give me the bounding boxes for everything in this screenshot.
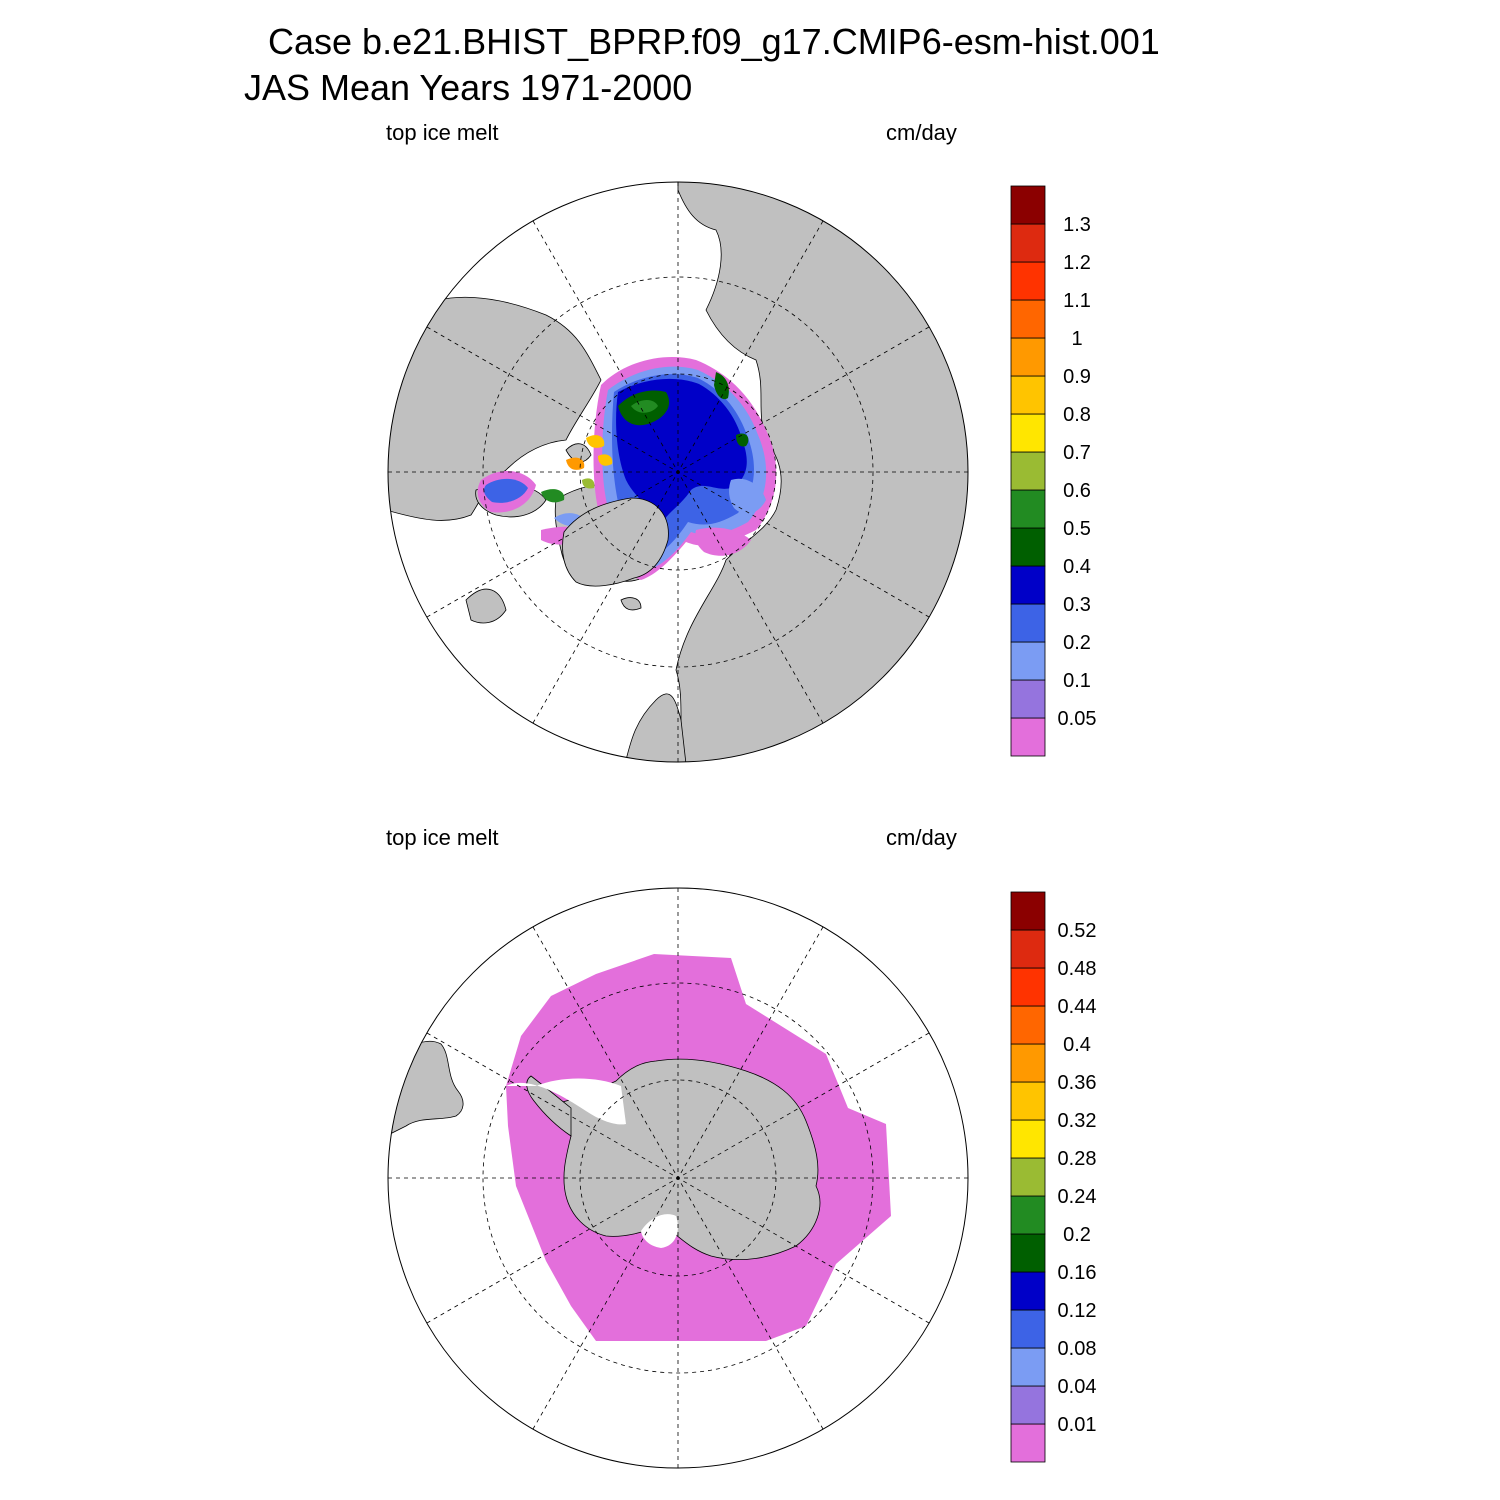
north-colorbar-box (1010, 261, 1046, 301)
greenland-landmass (562, 497, 669, 587)
south-colorbar-box (1010, 1271, 1046, 1311)
north-colorbar-tick-label: 1 (1071, 328, 1082, 350)
north-colorbar-box (1010, 527, 1046, 567)
south-colorbar-box (1010, 967, 1046, 1007)
south-colorbar-tick-label: 0.36 (1058, 1072, 1097, 1094)
map-border (387, 887, 969, 1469)
north-colorbar-box (1010, 451, 1046, 491)
north-colorbar-box (1010, 375, 1046, 415)
north-colorbar-tick-label: 1.2 (1063, 252, 1091, 274)
south-colorbar-box (1010, 1043, 1046, 1083)
graticule (388, 888, 968, 1468)
south-colorbar-tick-label: 0.04 (1058, 1376, 1097, 1398)
south-colorbar-tick-label: 0.08 (1058, 1338, 1097, 1360)
south-colorbar-box (1010, 1385, 1046, 1425)
north-colorbar-tick-label: 0.4 (1063, 556, 1091, 578)
antarctic-polar-map (387, 887, 969, 1469)
north-colorbar-box (1010, 337, 1046, 377)
north-colorbar-box (1010, 489, 1046, 529)
north-colorbar-box (1010, 603, 1046, 643)
north-colorbar-box (1010, 679, 1046, 719)
north-colorbar-box (1010, 299, 1046, 339)
north-colorbar-tick-label: 0.3 (1063, 594, 1091, 616)
north-colorbar-box (1010, 565, 1046, 605)
graticule (388, 182, 968, 762)
north-colorbar-tick-label: 0.7 (1063, 442, 1091, 464)
south-colorbar-tick-label: 0.44 (1058, 996, 1097, 1018)
south-colorbar-box (1010, 1119, 1046, 1159)
north-colorbar-box (1010, 185, 1046, 225)
north-colorbar-tick-label: 0.05 (1058, 708, 1097, 730)
south-colorbar-box (1010, 1423, 1046, 1463)
south-colorbar: 0.01 0.04 0.08 0.12 0.16 0.2 0.24 0.28 0.32 0.36 0… (1010, 891, 1097, 1463)
south-colorbar-box (1010, 1347, 1046, 1387)
south-colorbar-box (1010, 1157, 1046, 1197)
south-colorbar-box (1010, 1195, 1046, 1235)
south-colorbar-tick-label: 0.2 (1063, 1224, 1091, 1246)
south-colorbar-box (1010, 1005, 1046, 1045)
north-panel-units-label: cm/day (886, 120, 957, 145)
north-colorbar-tick-label: 0.5 (1063, 518, 1091, 540)
north-colorbar-tick-label: 1.1 (1063, 290, 1091, 312)
south-colorbar-box (1010, 929, 1046, 969)
south-colorbar-tick-label: 0.24 (1058, 1186, 1097, 1208)
north-colorbar-tick-label: 0.9 (1063, 366, 1091, 388)
south-panel-units-label: cm/day (886, 825, 957, 850)
north-colorbar-box (1010, 413, 1046, 453)
north-colorbar-box (1010, 717, 1046, 757)
north-colorbar-tick-label: 1.3 (1063, 214, 1091, 236)
north-colorbar-tick-label: 0.1 (1063, 670, 1091, 692)
south-colorbar-tick-label: 0.32 (1058, 1110, 1097, 1132)
north-colorbar-tick-label: 0.8 (1063, 404, 1091, 426)
figure-title-period: JAS Mean Years 1971-2000 (244, 67, 693, 108)
north-colorbar: 0.05 0.1 0.2 0.3 0.4 0.5 0.6 0.7 0.8 0.9 1 1.1 1.2 1.… (1010, 185, 1097, 757)
south-colorbar-tick-label: 0.4 (1063, 1034, 1091, 1056)
arctic-polar-map (387, 181, 969, 763)
north-colorbar-tick-label: 0.6 (1063, 480, 1091, 502)
map-border (387, 181, 969, 763)
north-colorbar-box (1010, 641, 1046, 681)
north-panel-variable-label: top ice melt (386, 120, 499, 145)
south-panel-variable-label: top ice melt (386, 825, 499, 850)
north-colorbar-box (1010, 223, 1046, 263)
south-colorbar-tick-label: 0.16 (1058, 1262, 1097, 1284)
south-colorbar-box (1010, 1309, 1046, 1349)
south-colorbar-tick-label: 0.28 (1058, 1148, 1097, 1170)
south-colorbar-box (1010, 1081, 1046, 1121)
south-colorbar-box (1010, 891, 1046, 931)
south-colorbar-tick-label: 0.52 (1058, 920, 1097, 942)
south-colorbar-tick-label: 0.01 (1058, 1414, 1097, 1436)
south-colorbar-box (1010, 1233, 1046, 1273)
south-colorbar-tick-label: 0.48 (1058, 958, 1097, 980)
north-colorbar-tick-label: 0.2 (1063, 632, 1091, 654)
south-colorbar-tick-label: 0.12 (1058, 1300, 1097, 1322)
figure-title-case: Case b.e21.BHIST_BPRP.f09_g17.CMIP6-esm-… (268, 21, 1160, 62)
